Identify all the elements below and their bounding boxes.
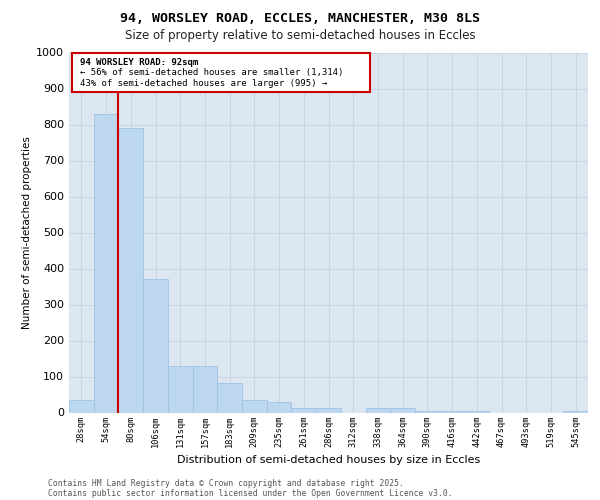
Bar xyxy=(69,400,94,412)
Y-axis label: Number of semi-detached properties: Number of semi-detached properties xyxy=(22,136,32,329)
Text: Contains public sector information licensed under the Open Government Licence v3: Contains public sector information licen… xyxy=(48,488,452,498)
Bar xyxy=(168,366,193,412)
X-axis label: Distribution of semi-detached houses by size in Eccles: Distribution of semi-detached houses by … xyxy=(177,455,480,465)
Text: ← 56% of semi-detached houses are smaller (1,314): ← 56% of semi-detached houses are smalle… xyxy=(80,68,344,78)
Bar xyxy=(143,280,168,412)
Text: 94 WORSLEY ROAD: 92sqm: 94 WORSLEY ROAD: 92sqm xyxy=(80,58,199,67)
FancyBboxPatch shape xyxy=(71,53,370,92)
Text: 43% of semi-detached houses are larger (995) →: 43% of semi-detached houses are larger (… xyxy=(80,79,328,88)
Bar xyxy=(464,410,489,412)
Bar xyxy=(94,114,118,412)
Bar xyxy=(415,410,440,412)
Bar xyxy=(267,402,292,412)
Bar xyxy=(193,366,217,412)
Bar xyxy=(563,410,588,412)
Bar xyxy=(316,408,341,412)
Bar xyxy=(217,382,242,412)
Bar xyxy=(390,408,415,412)
Bar xyxy=(118,128,143,412)
Text: Size of property relative to semi-detached houses in Eccles: Size of property relative to semi-detach… xyxy=(125,29,475,42)
Bar xyxy=(440,410,464,412)
Bar xyxy=(365,408,390,412)
Text: 94, WORSLEY ROAD, ECCLES, MANCHESTER, M30 8LS: 94, WORSLEY ROAD, ECCLES, MANCHESTER, M3… xyxy=(120,12,480,26)
Bar xyxy=(242,400,267,412)
Text: Contains HM Land Registry data © Crown copyright and database right 2025.: Contains HM Land Registry data © Crown c… xyxy=(48,478,404,488)
Bar xyxy=(292,408,316,412)
